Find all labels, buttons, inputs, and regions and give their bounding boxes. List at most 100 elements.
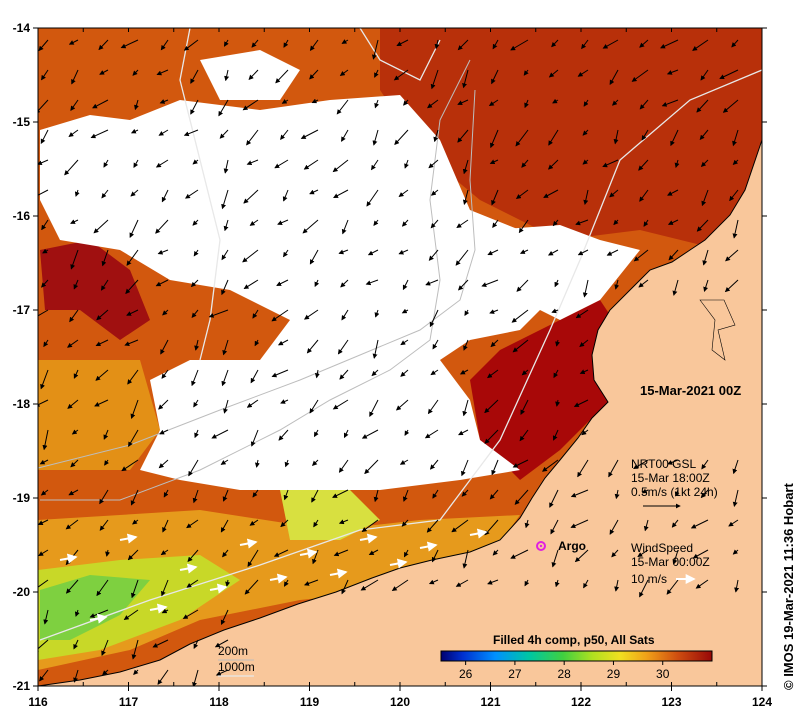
- current-arrow: [133, 669, 139, 675]
- current-arrow: [551, 308, 559, 314]
- current-legend: NRT00 GSL 15-Mar 18:00Z 0.5m/s (1kt 24h): [631, 457, 718, 509]
- current-arrow: [404, 159, 409, 169]
- current-arrow: [639, 39, 649, 48]
- current-arrow: [552, 219, 559, 227]
- current-arrow: [570, 489, 589, 498]
- current-arrow: [432, 489, 439, 499]
- current-arrow: [246, 129, 259, 146]
- current-arrow: [192, 219, 199, 226]
- current-arrow: [102, 669, 109, 676]
- current-arrow: [121, 459, 139, 472]
- current-arrow: [732, 129, 739, 147]
- current-arrow: [703, 279, 709, 292]
- current-arrow: [71, 69, 79, 85]
- current-arrow: [724, 279, 739, 293]
- current-arrow: [309, 69, 319, 80]
- current-arrow: [156, 69, 169, 76]
- current-arrow: [92, 99, 109, 109]
- current-arrow: [426, 519, 439, 533]
- current-arrow: [254, 459, 260, 468]
- current-arrow: [161, 189, 169, 203]
- current-arrow: [700, 159, 709, 167]
- current-arrow: [692, 39, 709, 51]
- current-arrow: [130, 579, 139, 599]
- current-arrow: [302, 219, 319, 234]
- current-arrow: [126, 309, 139, 316]
- current-arrow: [702, 249, 709, 266]
- current-arrow: [70, 219, 79, 224]
- current-arrow: [402, 279, 409, 291]
- current-arrow: [194, 429, 199, 439]
- current-arrow: [218, 99, 229, 117]
- current-arrow: [366, 189, 379, 207]
- current-arrow: [434, 39, 440, 50]
- wind-arrow: [179, 563, 198, 574]
- current-arrow: [220, 609, 229, 626]
- current-arrow: [719, 69, 739, 79]
- current-arrow: [68, 39, 79, 45]
- current-arrow: [579, 339, 589, 348]
- x-tick-label: 119: [300, 695, 320, 709]
- current-arrow: [161, 579, 169, 597]
- current-arrow: [120, 39, 139, 49]
- current-arrow: [554, 579, 560, 588]
- current-arrow: [555, 399, 561, 407]
- argo-marker[interactable]: [536, 541, 546, 551]
- current-arrow: [489, 159, 499, 165]
- wind-arrow: [389, 558, 408, 569]
- current-arrow: [696, 219, 709, 232]
- current-arrow: [183, 39, 199, 51]
- current-arrow: [336, 99, 349, 115]
- x-tick-label: 117: [119, 695, 139, 709]
- current-arrow: [250, 369, 259, 384]
- current-arrow: [701, 459, 709, 470]
- current-arrow: [548, 69, 559, 78]
- current-arrow: [221, 279, 229, 296]
- current-arrow: [643, 219, 649, 227]
- current-arrow: [157, 669, 169, 685]
- current-arrow: [130, 128, 139, 134]
- current-arrow: [732, 459, 739, 475]
- current-arrow: [577, 459, 589, 478]
- current-arrow: [461, 459, 469, 477]
- current-arrow: [399, 459, 409, 465]
- current-arrow: [248, 69, 259, 81]
- current-arrow: [398, 189, 409, 197]
- current-arrow: [668, 249, 679, 261]
- contour-1000m-2: [179, 28, 221, 361]
- current-arrow: [74, 189, 80, 197]
- sst-mid-south: [38, 510, 520, 670]
- current-arrow: [666, 579, 679, 595]
- current-arrow: [73, 669, 79, 683]
- current-arrow: [398, 249, 409, 255]
- current-arrow: [339, 69, 349, 76]
- land-mass[interactable]: [38, 140, 762, 700]
- wind-arrow: [299, 548, 318, 559]
- current-arrow: [725, 249, 739, 262]
- current-arrow: [579, 369, 589, 374]
- current-arrow: [696, 99, 709, 113]
- current-arrow: [98, 39, 109, 51]
- current-arrow: [159, 99, 169, 104]
- x-tick-label: 116: [28, 695, 48, 709]
- current-arrow: [242, 99, 259, 111]
- current-arrow: [690, 519, 709, 529]
- current-arrow: [247, 549, 259, 568]
- current-arrow: [332, 399, 349, 410]
- current-arrow: [38, 519, 49, 525]
- current-arrow: [484, 429, 499, 444]
- current-arrow: [638, 159, 649, 171]
- current-arrow: [338, 249, 349, 255]
- current-arrow: [341, 219, 349, 235]
- current-arrow: [424, 429, 439, 439]
- current-arrow: [67, 339, 79, 348]
- current-arrow: [732, 489, 739, 508]
- current-arrow: [281, 99, 289, 104]
- wind-legend: WindSpeed 15-Mar 00:00Z 10 m/s: [631, 541, 710, 586]
- current-arrow: [369, 399, 379, 417]
- current-arrow: [211, 429, 229, 439]
- current-arrow: [643, 519, 649, 532]
- current-arrow: [280, 129, 289, 140]
- current-arrow: [222, 339, 229, 356]
- current-arrow: [304, 579, 319, 586]
